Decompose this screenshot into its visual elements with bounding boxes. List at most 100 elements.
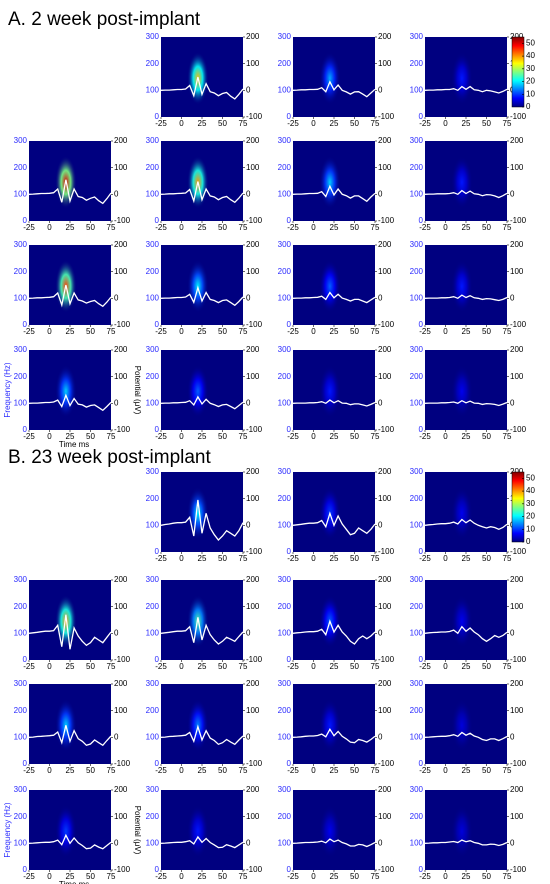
y-tick-label: 100 (410, 85, 424, 94)
y-tick-label: 100 (278, 520, 292, 529)
x-tick-label: 25 (198, 872, 207, 881)
y-tick-label: 200 (410, 372, 424, 381)
x-tick-label: 0 (443, 119, 448, 128)
y-tick-label: 0 (287, 865, 292, 874)
colorbar (512, 37, 524, 107)
y-tick-label: 200 (278, 494, 292, 503)
y-tick-label: 300 (278, 785, 292, 794)
y2-tick-label: 0 (246, 732, 251, 741)
y-tick-label: 200 (410, 59, 424, 68)
y-tick-label: 100 (14, 398, 28, 407)
x-tick-label: 25 (66, 766, 75, 775)
y2-tick-label: 100 (246, 812, 260, 821)
y-tick-label: 300 (410, 136, 424, 145)
y-tick-label: 0 (419, 320, 424, 329)
x-tick-label: 50 (86, 766, 95, 775)
x-tick-label: 25 (330, 766, 339, 775)
y2-tick-label: -100 (246, 759, 263, 768)
y-tick-label: 0 (23, 320, 28, 329)
colorbar-tick-label: 10 (526, 524, 535, 533)
x-tick-label: 50 (482, 223, 491, 232)
y2-tick-label: 100 (510, 267, 524, 276)
y2-tick-label: -100 (378, 547, 395, 556)
y-tick-label: 300 (278, 240, 292, 249)
y2-tick-label: 0 (114, 293, 119, 302)
panel: -2502550750100200300-1000100200 (278, 240, 395, 336)
y-tick-label: 300 (14, 136, 28, 145)
y2-tick-label: 200 (246, 32, 260, 41)
panel: -2502550750100200300-1000100200 (410, 240, 527, 336)
y-tick-label: 200 (278, 267, 292, 276)
x-tick-label: 50 (350, 872, 359, 881)
y2-tick-label: -100 (510, 759, 527, 768)
y2-tick-label: 200 (378, 575, 392, 584)
x-tick-label: 50 (482, 432, 491, 441)
panel: -2502550750100200300-1000100200 (146, 575, 263, 671)
x-tick-label: 50 (218, 327, 227, 336)
y-tick-label: 200 (14, 602, 28, 611)
heatmap-peak (319, 156, 340, 209)
y2-tick-label: -100 (378, 112, 395, 121)
x-tick-label: 25 (462, 223, 471, 232)
y2-tick-label: 200 (246, 785, 260, 794)
heatmap-peak (451, 156, 472, 209)
colorbar (512, 472, 524, 542)
colorbar-tick-label: 20 (526, 512, 535, 521)
y2-tick-label: -100 (246, 425, 263, 434)
y-tick-label: 300 (410, 785, 424, 794)
y-tick-label: 300 (278, 575, 292, 584)
y2-tick-label: 200 (246, 467, 260, 476)
y-axis-label: Frequency (Hz) (3, 362, 12, 417)
y2-tick-label: -100 (114, 759, 131, 768)
y-tick-label: 100 (146, 293, 160, 302)
panel: -2502550750100200300-1000100200 (146, 679, 263, 775)
y-tick-label: 100 (410, 520, 424, 529)
x-tick-label: 50 (482, 872, 491, 881)
y-tick-label: 300 (278, 136, 292, 145)
panel: -2502550750100200300-1000100200 (146, 32, 263, 128)
y2-tick-label: 100 (510, 812, 524, 821)
heatmap-peak (451, 595, 472, 648)
y2-tick-label: -100 (510, 547, 527, 556)
x-tick-label: 25 (198, 662, 207, 671)
panel: -2502550750100200300-1000100200 (278, 467, 395, 563)
x-tick-label: 0 (179, 766, 184, 775)
panel: -2502550750100200300-1000100200 (410, 785, 527, 881)
x-tick-label: 0 (311, 432, 316, 441)
x-tick-label: 50 (86, 223, 95, 232)
y-tick-label: 200 (278, 372, 292, 381)
x-tick-label: 0 (311, 872, 316, 881)
x-tick-label: 0 (311, 223, 316, 232)
y2-tick-label: 200 (114, 136, 128, 145)
y-tick-label: 100 (14, 189, 28, 198)
y2-tick-label: 100 (114, 372, 128, 381)
y-tick-label: 100 (146, 732, 160, 741)
y-tick-label: 100 (14, 628, 28, 637)
y2-tick-label: 100 (510, 163, 524, 172)
y-tick-label: 300 (410, 240, 424, 249)
y2-tick-label: -100 (246, 112, 263, 121)
y-tick-label: 300 (14, 240, 28, 249)
y2-tick-label: 0 (378, 85, 383, 94)
x-tick-label: 25 (198, 327, 207, 336)
heatmap-peak (55, 595, 76, 648)
y2-tick-label: 0 (114, 189, 119, 198)
y-tick-label: 300 (146, 679, 160, 688)
x-tick-label: 0 (179, 327, 184, 336)
x-axis-label: Time ms (59, 880, 89, 884)
y2-tick-label: 100 (246, 267, 260, 276)
panel: -2502550750100200300-1000100200 (146, 345, 263, 441)
y2-tick-label: 200 (510, 240, 524, 249)
y-tick-label: 200 (14, 812, 28, 821)
x-tick-label: 50 (350, 327, 359, 336)
y2-tick-label: 200 (246, 575, 260, 584)
panel: -2502550750100200300-1000100200 (410, 575, 527, 671)
y-tick-label: 0 (287, 112, 292, 121)
heatmap-peak (319, 260, 340, 313)
y-tick-label: 200 (146, 706, 160, 715)
y2-tick-label: -100 (114, 216, 131, 225)
x-tick-label: 25 (330, 432, 339, 441)
x-tick-label: 0 (311, 662, 316, 671)
x-tick-label: 0 (443, 554, 448, 563)
section-title: B. 23 week post-implant (8, 447, 211, 468)
